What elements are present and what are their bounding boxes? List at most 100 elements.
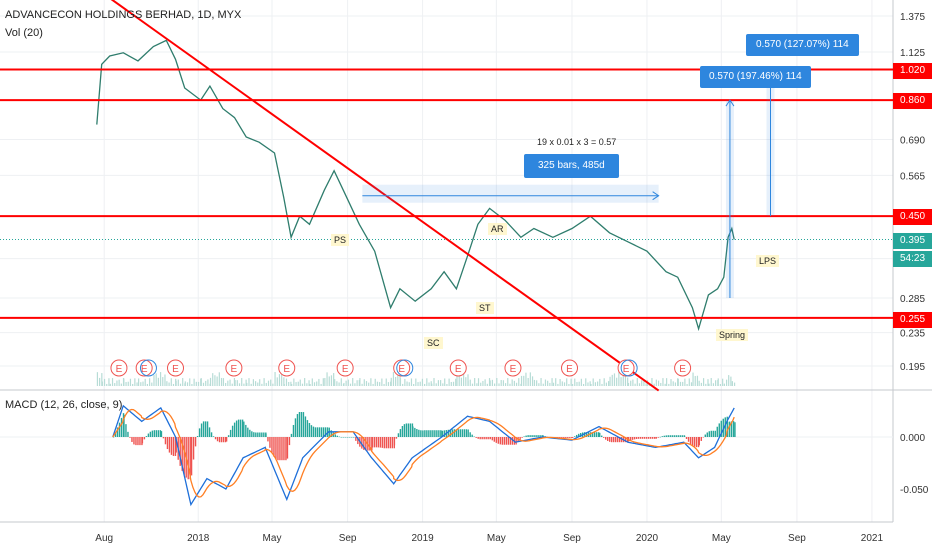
macd-histogram-bar — [718, 423, 720, 437]
macd-histogram-bar — [298, 412, 301, 437]
volume-bar — [725, 379, 728, 386]
y-tick-label: 0.285 — [900, 294, 925, 305]
macd-histogram-bar — [391, 437, 393, 449]
volume-bar — [142, 381, 144, 386]
volume-bar — [488, 378, 491, 386]
volume-bar — [620, 377, 622, 386]
volume-bar — [424, 383, 426, 386]
volume-bar — [406, 381, 408, 386]
macd-histogram-bar — [183, 437, 185, 475]
macd-histogram-bar — [453, 429, 456, 437]
macd-histogram-bar — [322, 427, 325, 437]
y-tick-label: 0.690 — [900, 136, 925, 147]
macd-histogram-bar — [149, 431, 152, 437]
volume-bar — [179, 383, 182, 386]
volume-bar — [276, 377, 278, 386]
volume-bar — [354, 383, 356, 386]
macd-histogram-bar — [296, 414, 299, 437]
macd-histogram-bar — [441, 430, 444, 437]
macd-histogram-bar — [599, 432, 601, 437]
macd-histogram-bar — [243, 421, 245, 437]
macd-histogram-bar — [181, 437, 183, 471]
macd-histogram-bar — [249, 429, 251, 437]
macd-histogram-bar — [114, 432, 117, 437]
volume-bar — [549, 382, 551, 386]
volume-bar — [186, 382, 189, 386]
volume-bar — [263, 378, 265, 386]
volume-bar — [410, 378, 413, 386]
macd-histogram-bar — [204, 421, 207, 437]
x-tick-label: 2021 — [861, 533, 884, 544]
volume-bar — [544, 379, 547, 386]
macd-histogram-bar — [535, 435, 537, 437]
volume-bar — [722, 378, 724, 386]
dividend-marker — [620, 359, 638, 377]
macd-histogram-bar — [153, 430, 156, 437]
volume-bar — [278, 374, 281, 386]
macd-histogram-bar — [519, 437, 521, 440]
macd-histogram-bar — [643, 437, 646, 439]
volume-bar — [442, 383, 444, 386]
volume-bar — [557, 383, 559, 386]
macd-histogram-bar — [216, 437, 219, 442]
volume-bar — [299, 379, 301, 386]
macd-histogram-bar — [595, 432, 598, 437]
macd-histogram-bar — [603, 437, 605, 438]
macd-histogram-bar — [393, 437, 396, 446]
macd-histogram-bar — [292, 424, 295, 437]
macd-histogram-bar — [424, 430, 426, 437]
x-tick-label: May — [487, 533, 506, 544]
macd-histogram-bar — [192, 437, 195, 460]
volume-bar — [527, 377, 529, 386]
macd-histogram-bar — [679, 435, 681, 437]
volume-bar — [281, 374, 283, 386]
earnings-marker-label: E — [231, 364, 238, 375]
macd-histogram-bar — [635, 437, 638, 440]
macd-histogram-bar — [361, 437, 363, 449]
volume-bar — [576, 382, 578, 386]
macd-histogram-bar — [387, 437, 389, 449]
lps-annotation: LPS — [756, 255, 780, 267]
volume-bar — [374, 378, 376, 386]
macd-histogram-bar — [653, 437, 656, 439]
macd-histogram-bar — [497, 437, 500, 444]
volume-bar — [653, 383, 655, 386]
volume-bar — [547, 380, 549, 386]
macd-histogram-bar — [162, 437, 165, 439]
earnings-marker — [110, 359, 128, 377]
macd-histogram-bar — [455, 429, 458, 437]
volume-bar — [448, 378, 450, 386]
macd-histogram-bar — [155, 430, 158, 437]
volume-bar — [390, 377, 392, 386]
volume-bar — [601, 383, 603, 386]
macd-histogram-bar — [348, 437, 350, 438]
volume-bar — [233, 378, 236, 386]
macd-histogram-bar — [487, 437, 489, 440]
volume-bar — [622, 374, 624, 386]
volume-bar — [313, 382, 316, 386]
volume-bar — [164, 374, 166, 386]
macd-histogram-bar — [200, 423, 203, 437]
volume-bar — [285, 378, 288, 386]
macd-histogram-bar — [681, 435, 683, 437]
volume-bar — [238, 383, 241, 386]
volume-bar — [236, 380, 238, 386]
volume-bar — [467, 380, 469, 386]
macd-histogram-bar — [145, 436, 148, 437]
macd-histogram-bar — [645, 437, 648, 439]
macd-histogram-bar — [285, 437, 287, 461]
volume-bar — [225, 382, 227, 386]
macd-histogram-bar — [495, 437, 498, 443]
volume-bar — [159, 372, 162, 386]
volume-bar — [611, 374, 613, 386]
volume-bar — [460, 377, 463, 386]
volume-bar — [306, 383, 308, 386]
volume-bar — [205, 380, 207, 386]
macd-histogram-bar — [457, 429, 460, 437]
macd-histogram-bar — [689, 437, 692, 444]
price-tag-0860: 0.860 — [893, 93, 932, 109]
volume-bar — [333, 373, 335, 386]
volume-bar — [594, 382, 597, 386]
volume-bar — [322, 378, 324, 386]
